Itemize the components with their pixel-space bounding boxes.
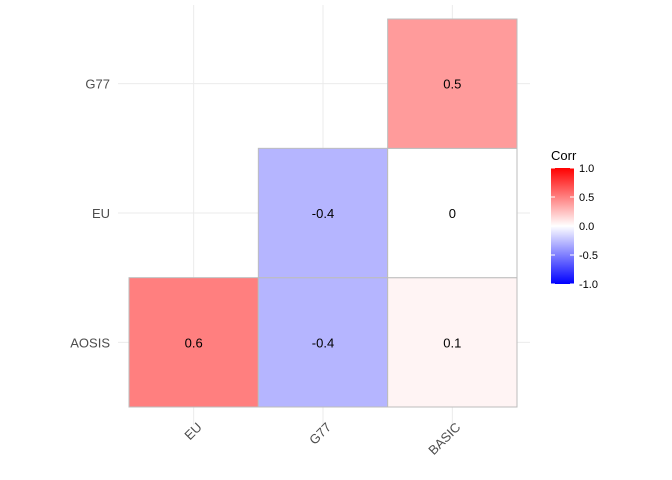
cell-label-aosis-g77: -0.4	[312, 335, 334, 350]
y-tick-aosis: AOSIS	[70, 335, 110, 350]
cell-aosis-eu	[128, 277, 259, 408]
cell-eu-g77	[257, 147, 389, 279]
legend-tick-label: -0.5	[579, 250, 598, 262]
cell-label-eu-g77: -0.4	[312, 206, 334, 221]
legend-title: Corr	[551, 148, 577, 163]
cell-label-eu-basic: 0	[449, 206, 456, 221]
legend-tick-label: 0.0	[579, 221, 594, 233]
y-tick-eu: EU	[92, 206, 110, 221]
x-tick-g77: G77	[306, 420, 334, 448]
cell-label-g77-basic: 0.5	[443, 77, 461, 92]
y-tick-g77: G77	[85, 77, 110, 92]
cell-g77-basic	[387, 18, 518, 149]
cell-value-labels: 0.6 -0.4 0.1 -0.4 0 0.5	[185, 77, 462, 351]
legend-tick-label: -1.0	[579, 279, 598, 291]
x-tick-basic: BASIC	[425, 420, 463, 458]
color-legend: Corr 1.0 0.5 0.0 -0.5 -1.0	[551, 148, 598, 291]
x-axis-tick-labels: EU G77 BASIC	[181, 420, 463, 458]
cell-label-aosis-eu: 0.6	[185, 335, 203, 350]
y-axis-tick-labels: AOSIS EU G77	[70, 77, 110, 351]
legend-color-bar	[551, 168, 574, 284]
legend-tick-label: 1.0	[579, 163, 594, 175]
legend-tick-label: 0.5	[579, 192, 594, 204]
cell-label-aosis-basic: 0.1	[443, 335, 461, 350]
heatmap-cells	[128, 18, 518, 408]
cell-aosis-basic	[387, 277, 518, 408]
x-tick-eu: EU	[181, 420, 204, 443]
legend-ticks: 1.0 0.5 0.0 -0.5 -1.0	[551, 163, 598, 291]
cell-eu-basic	[387, 147, 518, 279]
